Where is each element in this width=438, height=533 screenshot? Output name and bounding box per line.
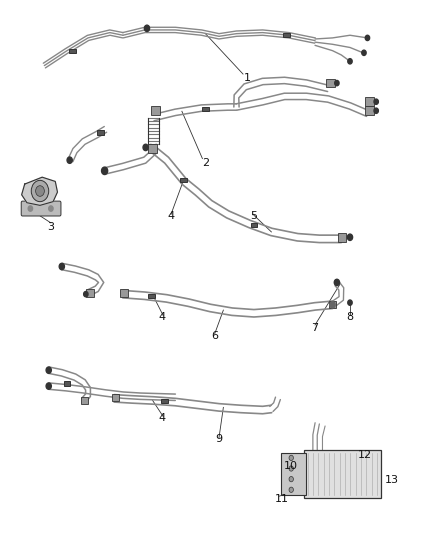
Circle shape bbox=[102, 167, 108, 174]
Bar bbox=[365, 107, 374, 115]
Bar bbox=[148, 294, 155, 298]
Text: 5: 5 bbox=[251, 211, 258, 221]
Bar bbox=[325, 79, 335, 87]
Circle shape bbox=[46, 383, 51, 389]
Bar bbox=[282, 453, 306, 495]
Bar bbox=[251, 223, 258, 227]
Text: 3: 3 bbox=[47, 222, 54, 232]
Text: 13: 13 bbox=[385, 475, 399, 485]
Circle shape bbox=[145, 25, 150, 31]
Circle shape bbox=[289, 487, 293, 492]
Text: 7: 7 bbox=[311, 322, 318, 333]
Circle shape bbox=[31, 180, 49, 201]
Circle shape bbox=[348, 300, 352, 305]
Circle shape bbox=[365, 35, 370, 41]
Bar bbox=[180, 179, 187, 182]
Text: 6: 6 bbox=[211, 330, 218, 341]
Bar bbox=[151, 107, 159, 115]
Circle shape bbox=[334, 279, 339, 286]
Circle shape bbox=[347, 234, 353, 240]
Circle shape bbox=[28, 206, 32, 211]
Circle shape bbox=[374, 108, 378, 114]
Text: 4: 4 bbox=[159, 413, 166, 423]
Bar bbox=[64, 382, 71, 385]
Circle shape bbox=[348, 59, 352, 64]
Circle shape bbox=[289, 466, 293, 471]
Circle shape bbox=[46, 367, 51, 373]
Bar bbox=[202, 107, 209, 111]
Circle shape bbox=[362, 50, 366, 55]
Polygon shape bbox=[21, 177, 57, 205]
Circle shape bbox=[289, 455, 293, 461]
Circle shape bbox=[67, 157, 72, 164]
Text: 4: 4 bbox=[167, 211, 174, 221]
Circle shape bbox=[84, 292, 88, 297]
Bar bbox=[86, 289, 94, 297]
Bar bbox=[283, 33, 290, 37]
Bar bbox=[304, 450, 381, 498]
Bar bbox=[120, 289, 128, 297]
Circle shape bbox=[49, 206, 53, 211]
Bar bbox=[338, 233, 346, 241]
Circle shape bbox=[35, 185, 44, 196]
Bar bbox=[365, 98, 374, 106]
Bar bbox=[328, 301, 336, 308]
Bar bbox=[148, 144, 157, 153]
Bar bbox=[97, 131, 104, 135]
Text: 8: 8 bbox=[346, 312, 353, 322]
Text: 11: 11 bbox=[276, 494, 290, 504]
Text: 9: 9 bbox=[215, 434, 223, 445]
Bar bbox=[81, 397, 88, 404]
Bar bbox=[112, 394, 119, 401]
Circle shape bbox=[330, 302, 335, 308]
Circle shape bbox=[59, 263, 64, 270]
Circle shape bbox=[143, 144, 148, 151]
Text: 4: 4 bbox=[159, 312, 166, 322]
Circle shape bbox=[289, 477, 293, 482]
Bar bbox=[69, 49, 76, 53]
FancyBboxPatch shape bbox=[21, 201, 61, 216]
Bar bbox=[161, 399, 168, 403]
Text: 12: 12 bbox=[358, 450, 372, 460]
Text: 2: 2 bbox=[202, 158, 209, 168]
Text: 1: 1 bbox=[244, 73, 251, 83]
Circle shape bbox=[335, 80, 339, 86]
Circle shape bbox=[374, 99, 378, 104]
Text: 10: 10 bbox=[284, 461, 298, 471]
